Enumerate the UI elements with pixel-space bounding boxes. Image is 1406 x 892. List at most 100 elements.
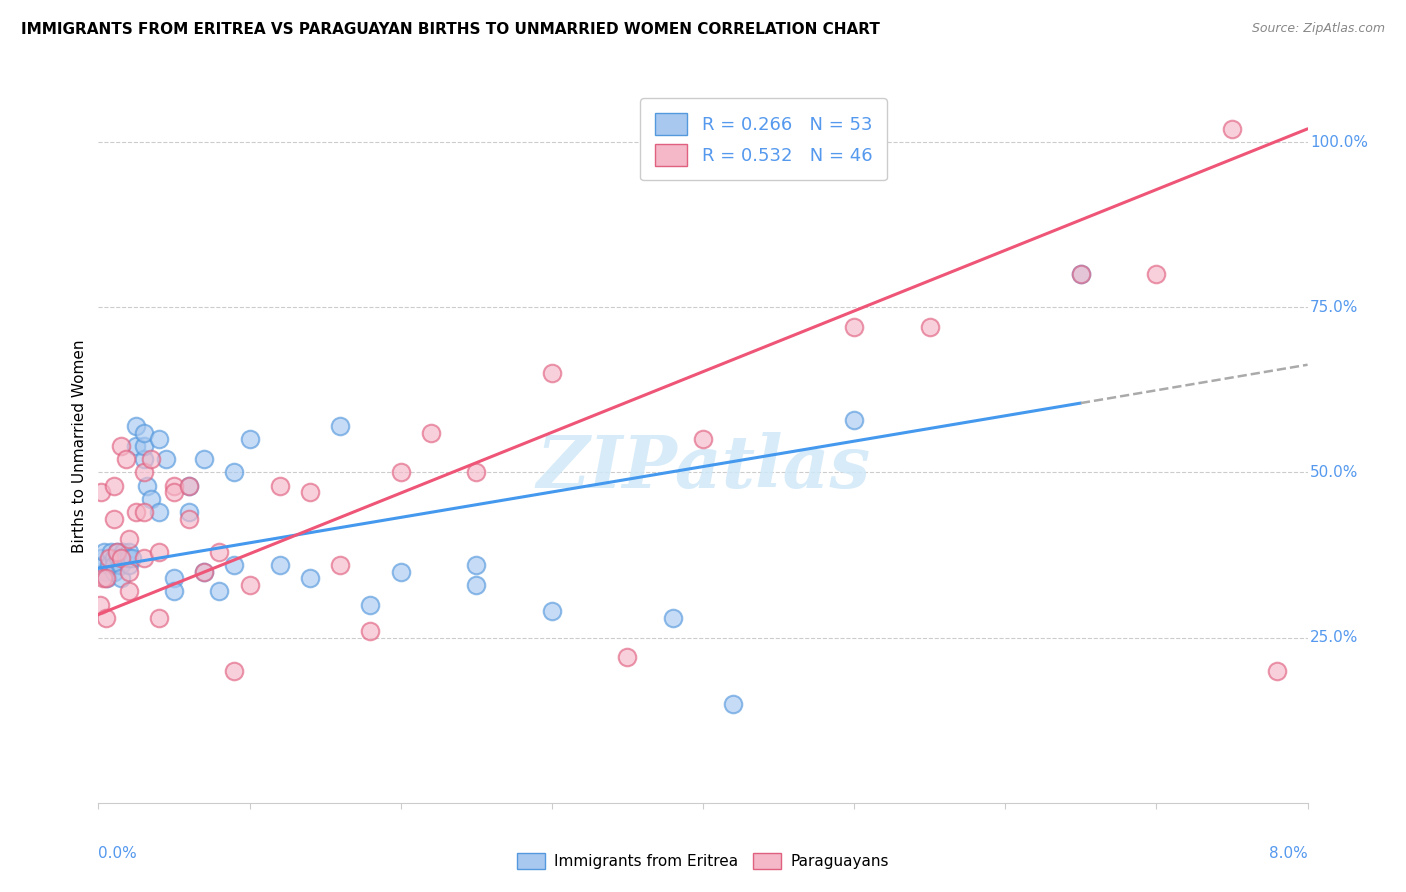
Point xyxy=(132,466,155,480)
Point xyxy=(1220,121,1243,136)
Point xyxy=(89,598,111,612)
Point xyxy=(132,439,155,453)
Point xyxy=(1070,267,1092,281)
Text: IMMIGRANTS FROM ERITREA VS PARAGUAYAN BIRTHS TO UNMARRIED WOMEN CORRELATION CHAR: IMMIGRANTS FROM ERITREA VS PARAGUAYAN BI… xyxy=(21,22,880,37)
Point xyxy=(723,697,745,711)
Text: Source: ZipAtlas.com: Source: ZipAtlas.com xyxy=(1251,22,1385,36)
Point xyxy=(94,611,117,625)
Point xyxy=(155,452,177,467)
Point xyxy=(90,551,112,566)
Point xyxy=(103,551,125,566)
Point xyxy=(1070,267,1092,281)
Point xyxy=(465,578,488,592)
Point xyxy=(103,478,125,492)
Point xyxy=(692,433,714,447)
Text: 25.0%: 25.0% xyxy=(1310,630,1358,645)
Point xyxy=(132,505,155,519)
Point xyxy=(540,367,562,381)
Text: 50.0%: 50.0% xyxy=(1310,465,1358,480)
Point xyxy=(94,571,117,585)
Point xyxy=(91,571,114,585)
Point xyxy=(193,565,215,579)
Point xyxy=(148,505,170,519)
Point xyxy=(208,545,231,559)
Text: 100.0%: 100.0% xyxy=(1310,135,1368,150)
Point xyxy=(359,624,381,638)
Point xyxy=(224,466,246,480)
Text: ZIPatlas: ZIPatlas xyxy=(536,432,870,503)
Point xyxy=(110,571,132,585)
Point xyxy=(94,565,117,579)
Point xyxy=(141,452,163,467)
Point xyxy=(103,565,125,579)
Point xyxy=(193,452,215,467)
Point xyxy=(110,558,132,572)
Point xyxy=(844,412,866,426)
Point xyxy=(108,558,131,572)
Point xyxy=(125,439,148,453)
Point xyxy=(208,584,231,599)
Point xyxy=(299,571,322,585)
Point xyxy=(103,558,125,572)
Point xyxy=(179,505,201,519)
Point xyxy=(132,551,155,566)
Point xyxy=(132,425,155,440)
Point xyxy=(269,558,291,572)
Point xyxy=(105,545,128,559)
Point xyxy=(118,584,141,599)
Text: 0.0%: 0.0% xyxy=(98,846,138,861)
Point xyxy=(93,545,115,559)
Point xyxy=(1144,267,1167,281)
Y-axis label: Births to Unmarried Women: Births to Unmarried Women xyxy=(72,339,87,553)
Point xyxy=(103,511,125,525)
Point xyxy=(359,598,381,612)
Point xyxy=(661,611,683,625)
Point xyxy=(179,511,201,525)
Point xyxy=(125,419,148,434)
Point xyxy=(163,485,186,500)
Point xyxy=(107,551,129,566)
Point xyxy=(389,565,412,579)
Point xyxy=(540,604,562,618)
Legend: R = 0.266   N = 53, R = 0.532   N = 46: R = 0.266 N = 53, R = 0.532 N = 46 xyxy=(640,98,887,180)
Point xyxy=(389,466,412,480)
Point xyxy=(239,578,262,592)
Point xyxy=(179,478,201,492)
Point xyxy=(844,320,866,334)
Point xyxy=(114,452,136,467)
Point xyxy=(419,425,441,440)
Point xyxy=(148,611,170,625)
Point xyxy=(114,551,136,566)
Point xyxy=(110,551,132,566)
Point xyxy=(1265,664,1288,678)
Point xyxy=(118,551,141,566)
Point xyxy=(118,545,141,559)
Point xyxy=(193,565,215,579)
Point xyxy=(224,558,246,572)
Text: 75.0%: 75.0% xyxy=(1310,300,1358,315)
Point xyxy=(100,545,122,559)
Point xyxy=(98,558,121,572)
Point xyxy=(121,551,143,566)
Point xyxy=(110,439,132,453)
Point xyxy=(465,466,488,480)
Point xyxy=(105,545,128,559)
Point xyxy=(141,491,163,506)
Point xyxy=(96,571,118,585)
Point xyxy=(118,532,141,546)
Point xyxy=(299,485,322,500)
Point xyxy=(135,478,157,492)
Legend: Immigrants from Eritrea, Paraguayans: Immigrants from Eritrea, Paraguayans xyxy=(512,847,894,875)
Point xyxy=(465,558,488,572)
Point xyxy=(329,558,352,572)
Point xyxy=(918,320,941,334)
Point xyxy=(98,551,121,566)
Point xyxy=(91,558,114,572)
Point xyxy=(118,558,141,572)
Point xyxy=(239,433,262,447)
Point xyxy=(269,478,291,492)
Point xyxy=(148,433,170,447)
Point xyxy=(179,478,201,492)
Point xyxy=(148,545,170,559)
Point xyxy=(224,664,246,678)
